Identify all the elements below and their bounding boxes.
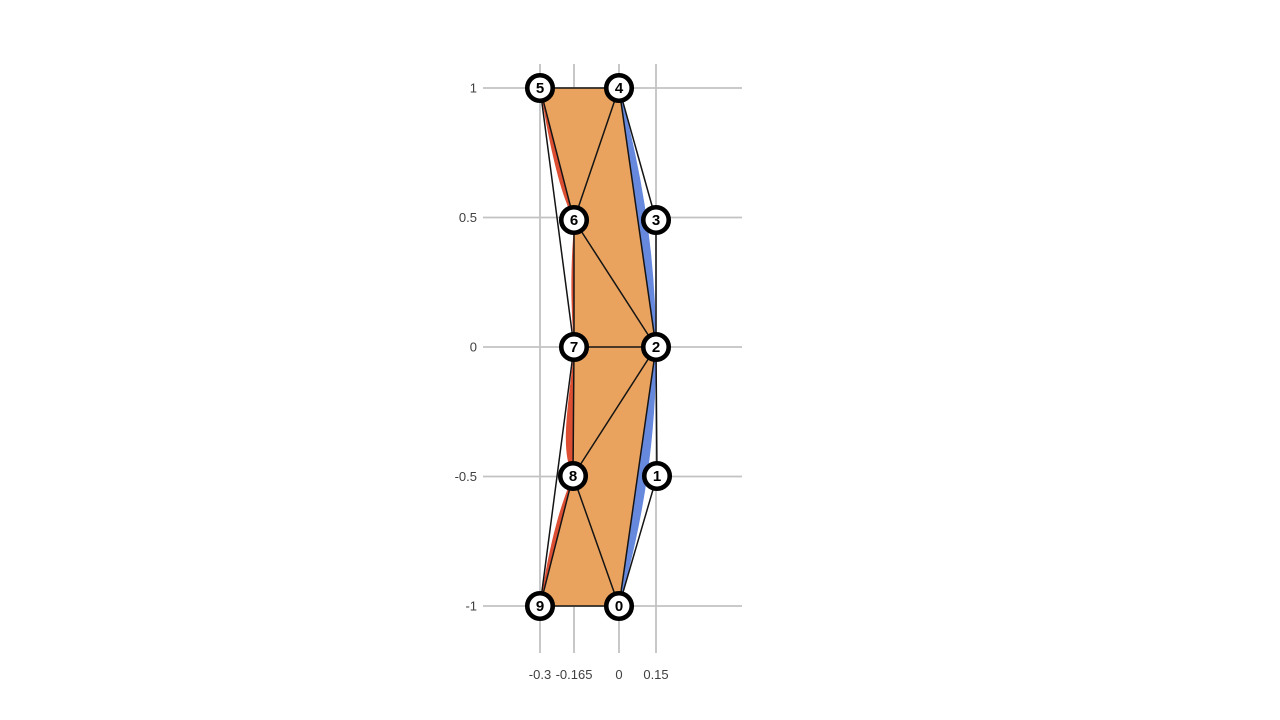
mesh-edge-2-0	[618, 346, 657, 607]
node-label-9: 9	[536, 598, 544, 615]
node-label-1: 1	[653, 468, 661, 485]
mesh-edge-8-0	[572, 475, 620, 607]
y-axis-tick-labels: 1 0.5 0 -0.5 -1	[455, 81, 477, 614]
node-label-6: 6	[570, 212, 578, 229]
y-tick-label-0: 0	[470, 340, 477, 355]
node-circle-6	[558, 204, 590, 236]
node-marker-2: 2	[640, 331, 672, 363]
y-tick-label--1: -1	[465, 599, 477, 614]
node-marker-5: 5	[524, 72, 556, 104]
node-marker-1: 1	[641, 460, 673, 492]
node-circle-7	[558, 331, 590, 363]
mesh-edge-4-6	[573, 87, 620, 221]
node-circle-8	[557, 460, 589, 492]
node-marker-6: 6	[558, 204, 590, 236]
node-marker-3: 3	[640, 204, 672, 236]
mesh-edge-4-2	[618, 87, 657, 348]
mesh-edge-5-7	[539, 87, 575, 348]
y-tick-label-1: 1	[470, 81, 477, 96]
mesh-edge-2-1	[655, 346, 658, 477]
red-lens-7-8	[565, 352, 574, 476]
node-label-2: 2	[652, 339, 660, 356]
node-marker-7: 7	[558, 331, 590, 363]
mesh-edge-8-7	[572, 346, 575, 477]
mesh-edge-9-8	[539, 475, 574, 607]
x-tick-label-0: 0	[615, 667, 622, 682]
node-marker-4: 4	[603, 72, 635, 104]
node-circle-4	[603, 72, 635, 104]
node-marker-9: 9	[524, 590, 556, 622]
node-marker-8: 8	[557, 460, 589, 492]
node-circle-5	[524, 72, 556, 104]
mesh-edge-6-2	[573, 219, 657, 348]
node-label-0: 0	[615, 598, 623, 615]
mesh-edge-6-5	[539, 87, 575, 221]
node-circle-3	[640, 204, 672, 236]
node-label-4: 4	[615, 80, 624, 97]
mesh-edge-2-8	[572, 346, 657, 477]
mesh-wireframe	[539, 87, 658, 607]
mesh-edge-7-9	[539, 346, 575, 607]
x-axis-tick-labels: -0.3 -0.165 0 0.15	[529, 667, 669, 682]
node-label-7: 7	[570, 339, 578, 356]
y-tick-label--0.5: -0.5	[455, 469, 477, 484]
node-circle-0	[603, 590, 635, 622]
node-circle-9	[524, 590, 556, 622]
node-label-3: 3	[652, 212, 660, 229]
node-label-8: 8	[569, 468, 577, 485]
x-tick-label-0.15: 0.15	[643, 667, 668, 682]
node-circle-1	[641, 460, 673, 492]
node-markers: 0 1 2 3 4 5 6 7 8 9	[524, 72, 673, 622]
node-marker-0: 0	[603, 590, 635, 622]
x-tick-label--0.3: -0.3	[529, 667, 551, 682]
y-tick-label-0.5: 0.5	[459, 210, 477, 225]
node-circle-2	[640, 331, 672, 363]
x-tick-label--0.165: -0.165	[556, 667, 593, 682]
mesh-edge-1-0	[618, 475, 658, 607]
node-label-5: 5	[536, 80, 544, 97]
mesh-edge-4-3	[618, 87, 657, 221]
